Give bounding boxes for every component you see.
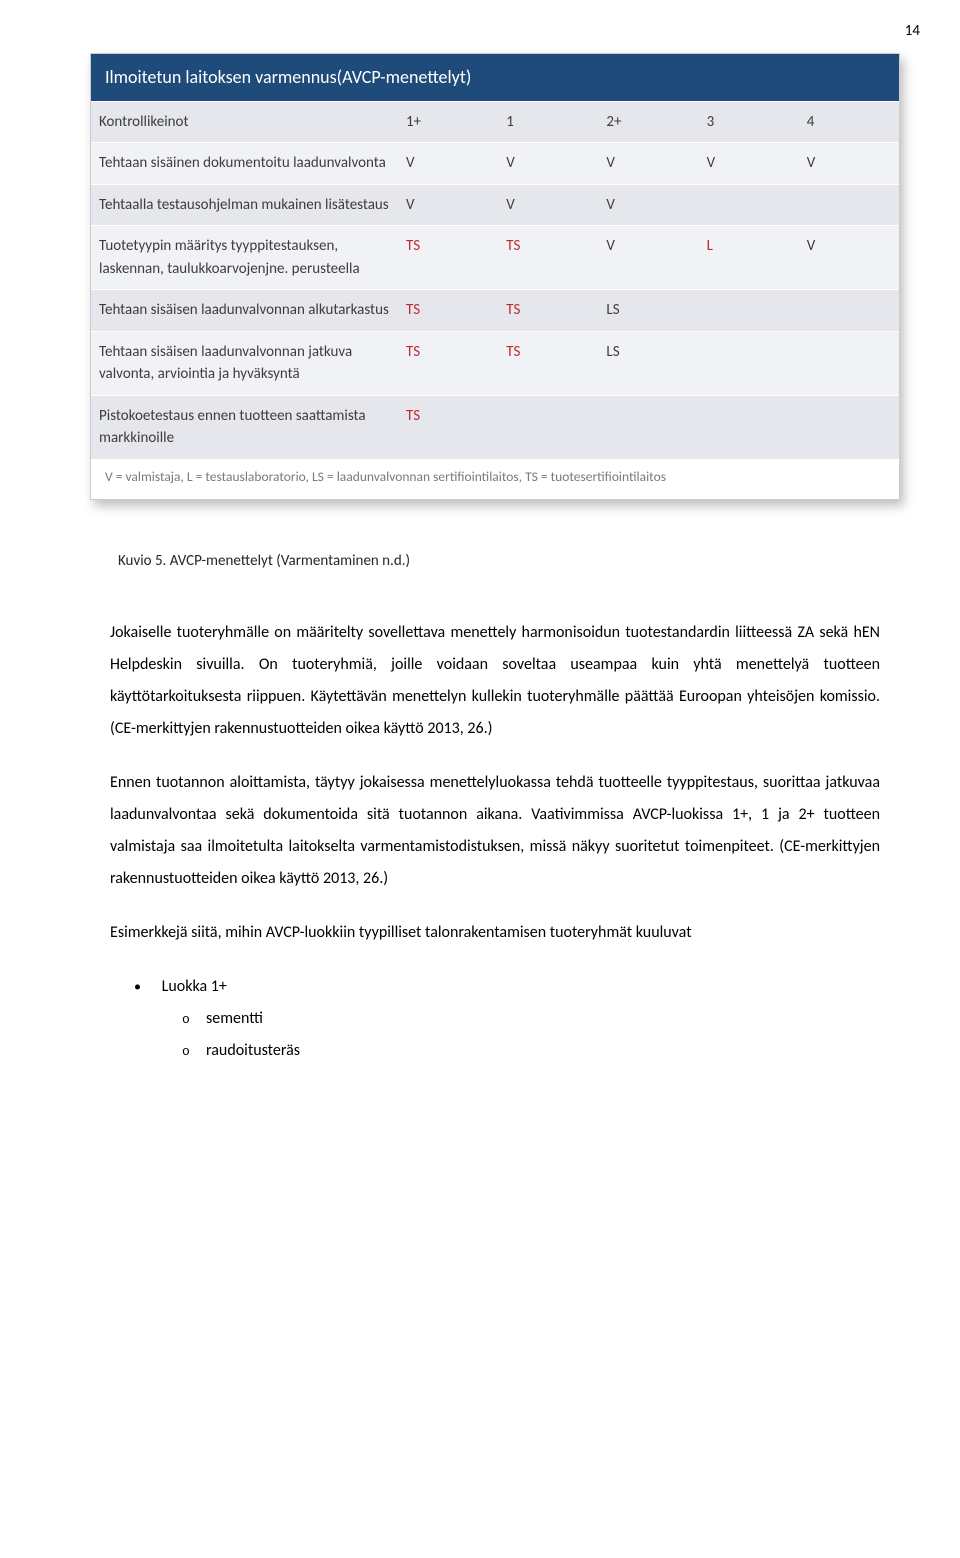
row-label: Pistokoetestaus ennen tuotteen saattamis… (91, 395, 398, 459)
cell-value: TS (498, 226, 598, 290)
cell-value: V (498, 184, 598, 226)
column-header: 2+ (598, 101, 698, 143)
cell-value (799, 184, 899, 226)
paragraph: Jokaiselle tuoteryhmälle on määritelty s… (110, 617, 880, 745)
table-title: Ilmoitetun laitoksen varmennus(AVCP-mene… (91, 54, 899, 101)
cell-value: L (699, 226, 799, 290)
paragraph: Ennen tuotannon aloittamista, täytyy jok… (110, 767, 880, 895)
cell-value: LS (598, 331, 698, 395)
cell-value (498, 395, 598, 459)
avcp-table: Kontrollikeinot1+12+34Tehtaan sisäinen d… (91, 101, 899, 459)
body-text: Jokaiselle tuoteryhmälle on määritelty s… (110, 617, 880, 949)
cell-value (799, 395, 899, 459)
list-item-label: Luokka 1+ (162, 977, 227, 996)
row-label: Kontrollikeinot (91, 101, 398, 143)
figure-caption: Kuvio 5. AVCP-menettelyt (Varmentaminen … (118, 550, 880, 573)
cell-value: V (598, 184, 698, 226)
cell-value (799, 290, 899, 332)
table-row: Tehtaan sisäisen laadunvalvonnan jatkuva… (91, 331, 899, 395)
row-label: Tehtaan sisäisen laadunvalvonnan jatkuva… (91, 331, 398, 395)
example-list: Luokka 1+ sementti raudoitusteräs (110, 971, 880, 1067)
table-row: Tuotetyypin määritys tyyppitestauksen, l… (91, 226, 899, 290)
sub-list-item: raudoitusteräs (206, 1035, 880, 1067)
cell-value: TS (498, 290, 598, 332)
sub-list-item: sementti (206, 1003, 880, 1035)
cell-value: TS (398, 395, 498, 459)
column-header: 4 (799, 101, 899, 143)
row-label: Tehtaan sisäisen laadunvalvonnan alkutar… (91, 290, 398, 332)
table-row: Tehtaalla testausohjelman mukainen lisät… (91, 184, 899, 226)
cell-value (699, 395, 799, 459)
cell-value: V (398, 184, 498, 226)
row-label: Tehtaan sisäinen dokumentoitu laadunvalv… (91, 143, 398, 185)
table-legend: V = valmistaja, L = testauslaboratorio, … (91, 459, 899, 499)
cell-value: V (598, 226, 698, 290)
list-item: Luokka 1+ sementti raudoitusteräs (158, 971, 880, 1067)
cell-value: TS (398, 290, 498, 332)
table-row: Tehtaan sisäinen dokumentoitu laadunvalv… (91, 143, 899, 185)
cell-value: V (799, 226, 899, 290)
sub-list: sementti raudoitusteräs (158, 1003, 880, 1067)
cell-value (598, 395, 698, 459)
cell-value: V (598, 143, 698, 185)
cell-value: TS (498, 331, 598, 395)
cell-value: LS (598, 290, 698, 332)
cell-value (699, 290, 799, 332)
column-header: 1+ (398, 101, 498, 143)
table-row: Kontrollikeinot1+12+34 (91, 101, 899, 143)
cell-value: V (398, 143, 498, 185)
avcp-table-figure: Ilmoitetun laitoksen varmennus(AVCP-mene… (90, 53, 900, 500)
cell-value (699, 184, 799, 226)
cell-value (699, 331, 799, 395)
column-header: 3 (699, 101, 799, 143)
cell-value: V (498, 143, 598, 185)
cell-value: TS (398, 226, 498, 290)
cell-value: V (799, 143, 899, 185)
cell-value: TS (398, 331, 498, 395)
row-label: Tuotetyypin määritys tyyppitestauksen, l… (91, 226, 398, 290)
table-row: Tehtaan sisäisen laadunvalvonnan alkutar… (91, 290, 899, 332)
table-row: Pistokoetestaus ennen tuotteen saattamis… (91, 395, 899, 459)
column-header: 1 (498, 101, 598, 143)
paragraph: Esimerkkejä siitä, mihin AVCP-luokkiin t… (110, 917, 880, 949)
row-label: Tehtaalla testausohjelman mukainen lisät… (91, 184, 398, 226)
cell-value: V (699, 143, 799, 185)
cell-value (799, 331, 899, 395)
page-number: 14 (110, 20, 920, 43)
